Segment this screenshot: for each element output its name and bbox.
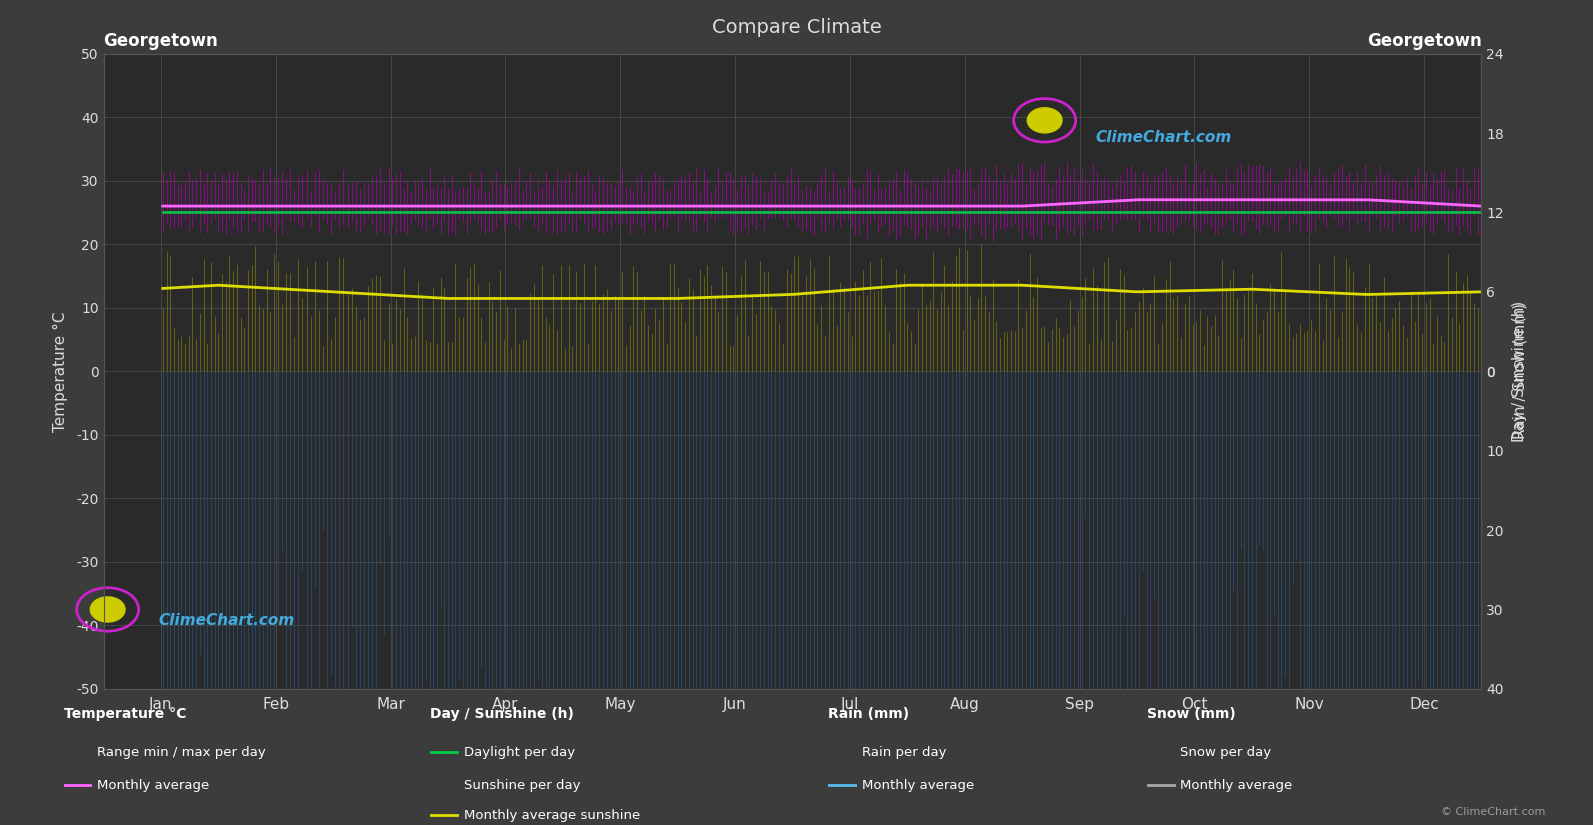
Text: Monthly average: Monthly average	[1180, 779, 1292, 792]
Text: Georgetown: Georgetown	[1367, 32, 1481, 50]
Text: Monthly average: Monthly average	[97, 779, 209, 792]
Text: Rain per day: Rain per day	[862, 746, 946, 759]
Y-axis label: Day / Sunshine (h): Day / Sunshine (h)	[1512, 300, 1528, 442]
Text: Snow per day: Snow per day	[1180, 746, 1271, 759]
Y-axis label: Rain / Snow (mm): Rain / Snow (mm)	[1512, 304, 1528, 439]
Text: Day / Sunshine (h): Day / Sunshine (h)	[430, 707, 573, 721]
Text: ClimeChart.com: ClimeChart.com	[159, 613, 295, 628]
Text: Daylight per day: Daylight per day	[464, 746, 575, 759]
Text: Temperature °C: Temperature °C	[64, 707, 186, 721]
Text: © ClimeChart.com: © ClimeChart.com	[1440, 807, 1545, 817]
Text: Snow (mm): Snow (mm)	[1147, 707, 1236, 721]
Text: Monthly average sunshine: Monthly average sunshine	[464, 808, 640, 822]
Text: ClimeChart.com: ClimeChart.com	[1096, 130, 1231, 145]
Ellipse shape	[91, 597, 124, 622]
Text: Compare Climate: Compare Climate	[712, 18, 881, 37]
Ellipse shape	[1027, 108, 1063, 133]
Text: Range min / max per day: Range min / max per day	[97, 746, 266, 759]
Text: Rain (mm): Rain (mm)	[828, 707, 910, 721]
Text: Sunshine per day: Sunshine per day	[464, 779, 580, 792]
Text: Georgetown: Georgetown	[104, 32, 218, 50]
Y-axis label: Temperature °C: Temperature °C	[53, 311, 68, 431]
Text: Monthly average: Monthly average	[862, 779, 973, 792]
